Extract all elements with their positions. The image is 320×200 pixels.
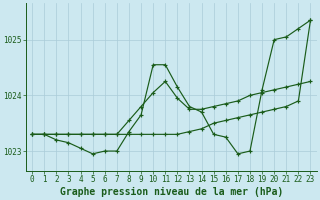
X-axis label: Graphe pression niveau de la mer (hPa): Graphe pression niveau de la mer (hPa) [60,186,283,197]
